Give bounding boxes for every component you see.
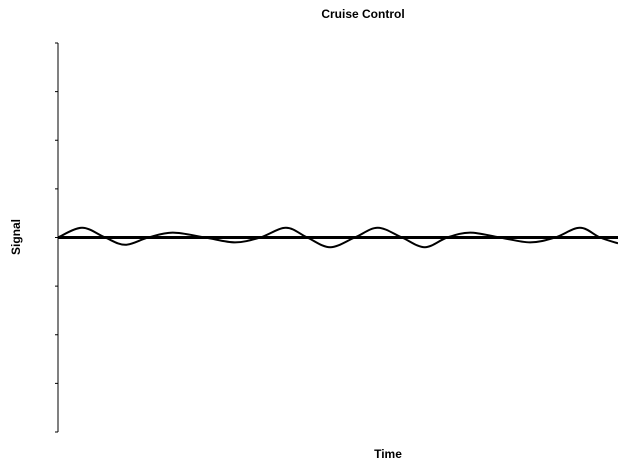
line-series: [57, 226, 618, 249]
chart-title: Cruise Control: [321, 7, 404, 21]
y-axis-label: Signal: [9, 219, 23, 255]
x-axis-label: Time: [374, 447, 402, 461]
